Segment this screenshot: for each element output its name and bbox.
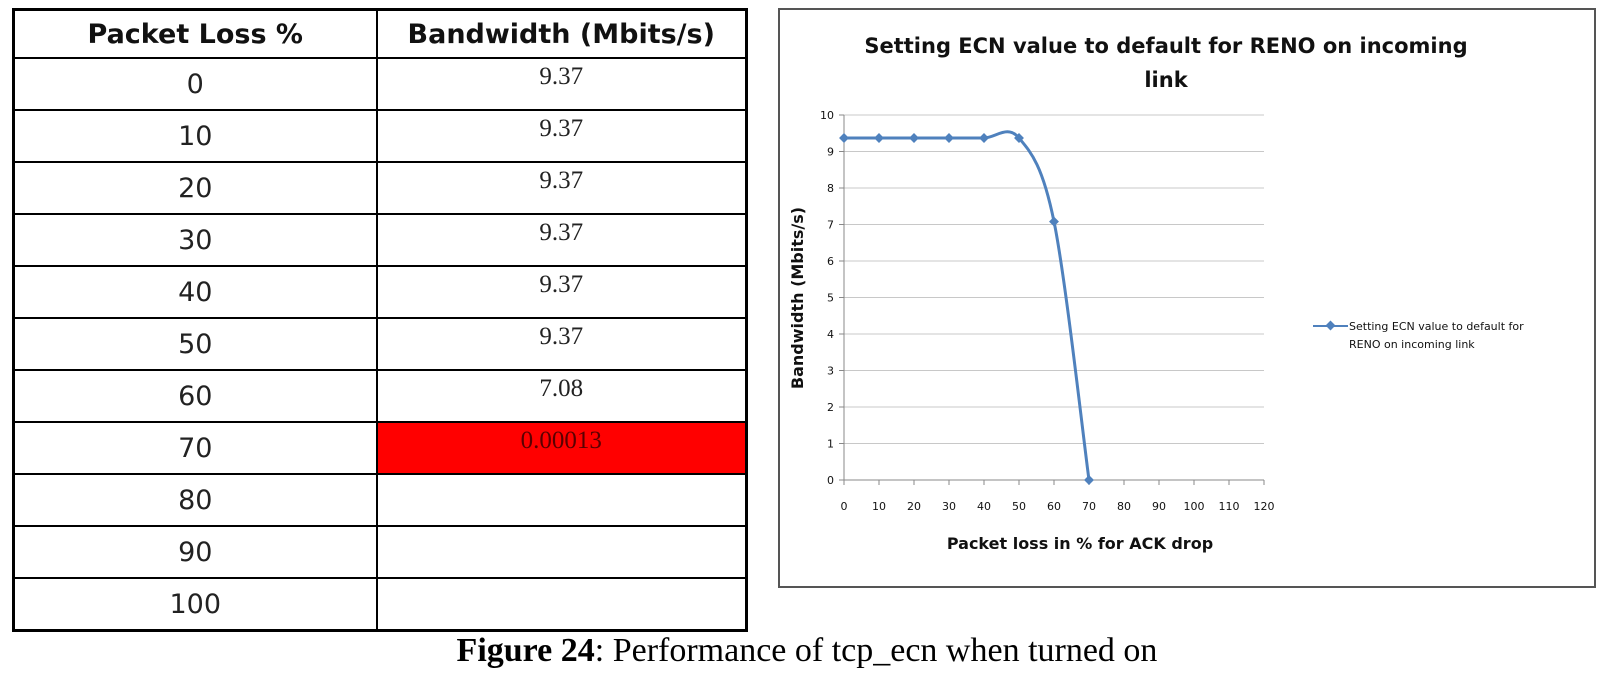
chart-title-line-1: Setting ECN value to default for RENO on… xyxy=(864,34,1467,58)
table-row: 70 0.00013 xyxy=(12,421,748,475)
x-tick-label: 90 xyxy=(1152,500,1166,513)
y-tick-label: 6 xyxy=(827,255,834,268)
x-tick-label: 70 xyxy=(1082,500,1096,513)
data-point-marker xyxy=(944,133,954,143)
packet-loss-cell: 10 xyxy=(12,109,378,163)
bandwidth-cell xyxy=(375,525,748,579)
bandwidth-table: Packet Loss % Bandwidth (Mbits/s) 0 9.37 1… xyxy=(12,8,748,632)
x-axis-label: Packet loss in % for ACK drop xyxy=(947,534,1213,553)
x-tick-label: 60 xyxy=(1047,500,1061,513)
packet-loss-cell: 20 xyxy=(12,161,378,215)
y-tick-label: 10 xyxy=(820,109,834,122)
y-tick-label: 0 xyxy=(827,474,834,487)
y-tick-label: 5 xyxy=(827,292,834,305)
x-tick-label: 0 xyxy=(841,500,848,513)
x-tick-label: 80 xyxy=(1117,500,1131,513)
x-tick-label: 100 xyxy=(1184,500,1205,513)
packet-loss-cell: 50 xyxy=(12,317,378,371)
gridlines xyxy=(844,114,1264,481)
table-row: 100 xyxy=(12,577,748,632)
series-line xyxy=(843,130,1091,481)
bandwidth-cell: 9.37 xyxy=(375,161,748,215)
y-tick-label: 3 xyxy=(827,365,834,378)
y-tick-label: 2 xyxy=(827,401,834,414)
table-row: 90 xyxy=(12,525,748,579)
table-row: 50 9.37 xyxy=(12,317,748,371)
x-tick-label: 40 xyxy=(977,500,991,513)
chart-title-line-2: link xyxy=(1144,68,1188,92)
legend-marker-icon xyxy=(1325,320,1336,331)
y-tick-label: 4 xyxy=(827,328,834,341)
bandwidth-cell: 9.37 xyxy=(375,213,748,267)
axes xyxy=(839,114,1265,485)
table-row: 60 7.08 xyxy=(12,369,748,423)
caption-text: : Performance of tcp_ecn when turned on xyxy=(594,632,1158,669)
packet-loss-cell: 70 xyxy=(12,421,378,475)
bandwidth-cell: 9.37 xyxy=(375,109,748,163)
legend: Setting ECN value to default for RENO on… xyxy=(1313,320,1524,351)
table-body: 0 9.37 10 9.37 20 9.37 30 9.37 40 9.37 50 9.37 60 7.0… xyxy=(12,57,748,632)
table-row: 0 9.37 xyxy=(12,57,748,111)
bandwidth-header: Bandwidth (Mbits/s) xyxy=(375,8,748,59)
data-point-marker xyxy=(1049,216,1059,227)
data-point-marker xyxy=(909,133,919,143)
packet-loss-cell: 60 xyxy=(12,369,378,423)
packet-loss-cell: 30 xyxy=(12,213,378,267)
table-header-row: Packet Loss % Bandwidth (Mbits/s) xyxy=(12,8,748,59)
table-row: 40 9.37 xyxy=(12,265,748,319)
table-row: 20 9.37 xyxy=(12,161,748,215)
bandwidth-cell: 9.37 xyxy=(375,317,748,371)
bandwidth-cell xyxy=(375,577,748,632)
bandwidth-cell: 9.37 xyxy=(375,57,748,111)
y-tick-label: 9 xyxy=(827,146,834,159)
caption-label: Figure 24 xyxy=(456,632,595,669)
packet-loss-header: Packet Loss % xyxy=(12,8,378,59)
bandwidth-cell: 7.08 xyxy=(375,369,748,423)
bandwidth-cell xyxy=(375,473,748,527)
table-row: 80 xyxy=(12,473,748,527)
y-tick-labels: 0 1 2 3 4 5 6 7 8 9 10 xyxy=(820,109,834,487)
figure-caption: Figure 24: Performance of tcp_ecn when t… xyxy=(0,632,1614,670)
legend-label-line-1: Setting ECN value to default for xyxy=(1349,320,1524,333)
x-tick-label: 20 xyxy=(907,500,921,513)
y-axis-label: Bandwidth (Mbits/s) xyxy=(788,207,807,389)
data-point-marker xyxy=(874,133,884,143)
data-point-marker xyxy=(839,133,849,143)
table-row: 10 9.37 xyxy=(12,109,748,163)
series-layer xyxy=(839,130,1094,485)
y-tick-label: 8 xyxy=(827,182,834,195)
legend-label-line-2: RENO on incoming link xyxy=(1349,338,1475,351)
chart-panel: Setting ECN value to default for RENO on… xyxy=(778,8,1596,588)
x-tick-label: 10 xyxy=(872,500,886,513)
bandwidth-cell-highlighted: 0.00013 xyxy=(375,421,748,475)
y-tick-label: 7 xyxy=(827,219,834,232)
x-tick-label: 50 xyxy=(1012,500,1026,513)
x-tick-label: 30 xyxy=(942,500,956,513)
data-point-marker xyxy=(1084,475,1094,485)
data-point-marker xyxy=(1014,133,1024,143)
bandwidth-cell: 9.37 xyxy=(375,265,748,319)
packet-loss-cell: 40 xyxy=(12,265,378,319)
packet-loss-cell: 90 xyxy=(12,525,378,579)
x-tick-label: 120 xyxy=(1254,500,1275,513)
line-chart: Setting ECN value to default for RENO on… xyxy=(788,34,1524,553)
packet-loss-cell: 0 xyxy=(12,57,378,111)
y-tick-label: 1 xyxy=(827,438,834,451)
table-row: 30 9.37 xyxy=(12,213,748,267)
x-tick-label: 110 xyxy=(1219,500,1240,513)
data-point-marker xyxy=(979,133,989,143)
x-tick-labels: 0 10 20 30 40 50 60 70 80 90 100 110 120 xyxy=(841,500,1275,513)
packet-loss-cell: 80 xyxy=(12,473,378,527)
packet-loss-cell: 100 xyxy=(12,577,378,632)
